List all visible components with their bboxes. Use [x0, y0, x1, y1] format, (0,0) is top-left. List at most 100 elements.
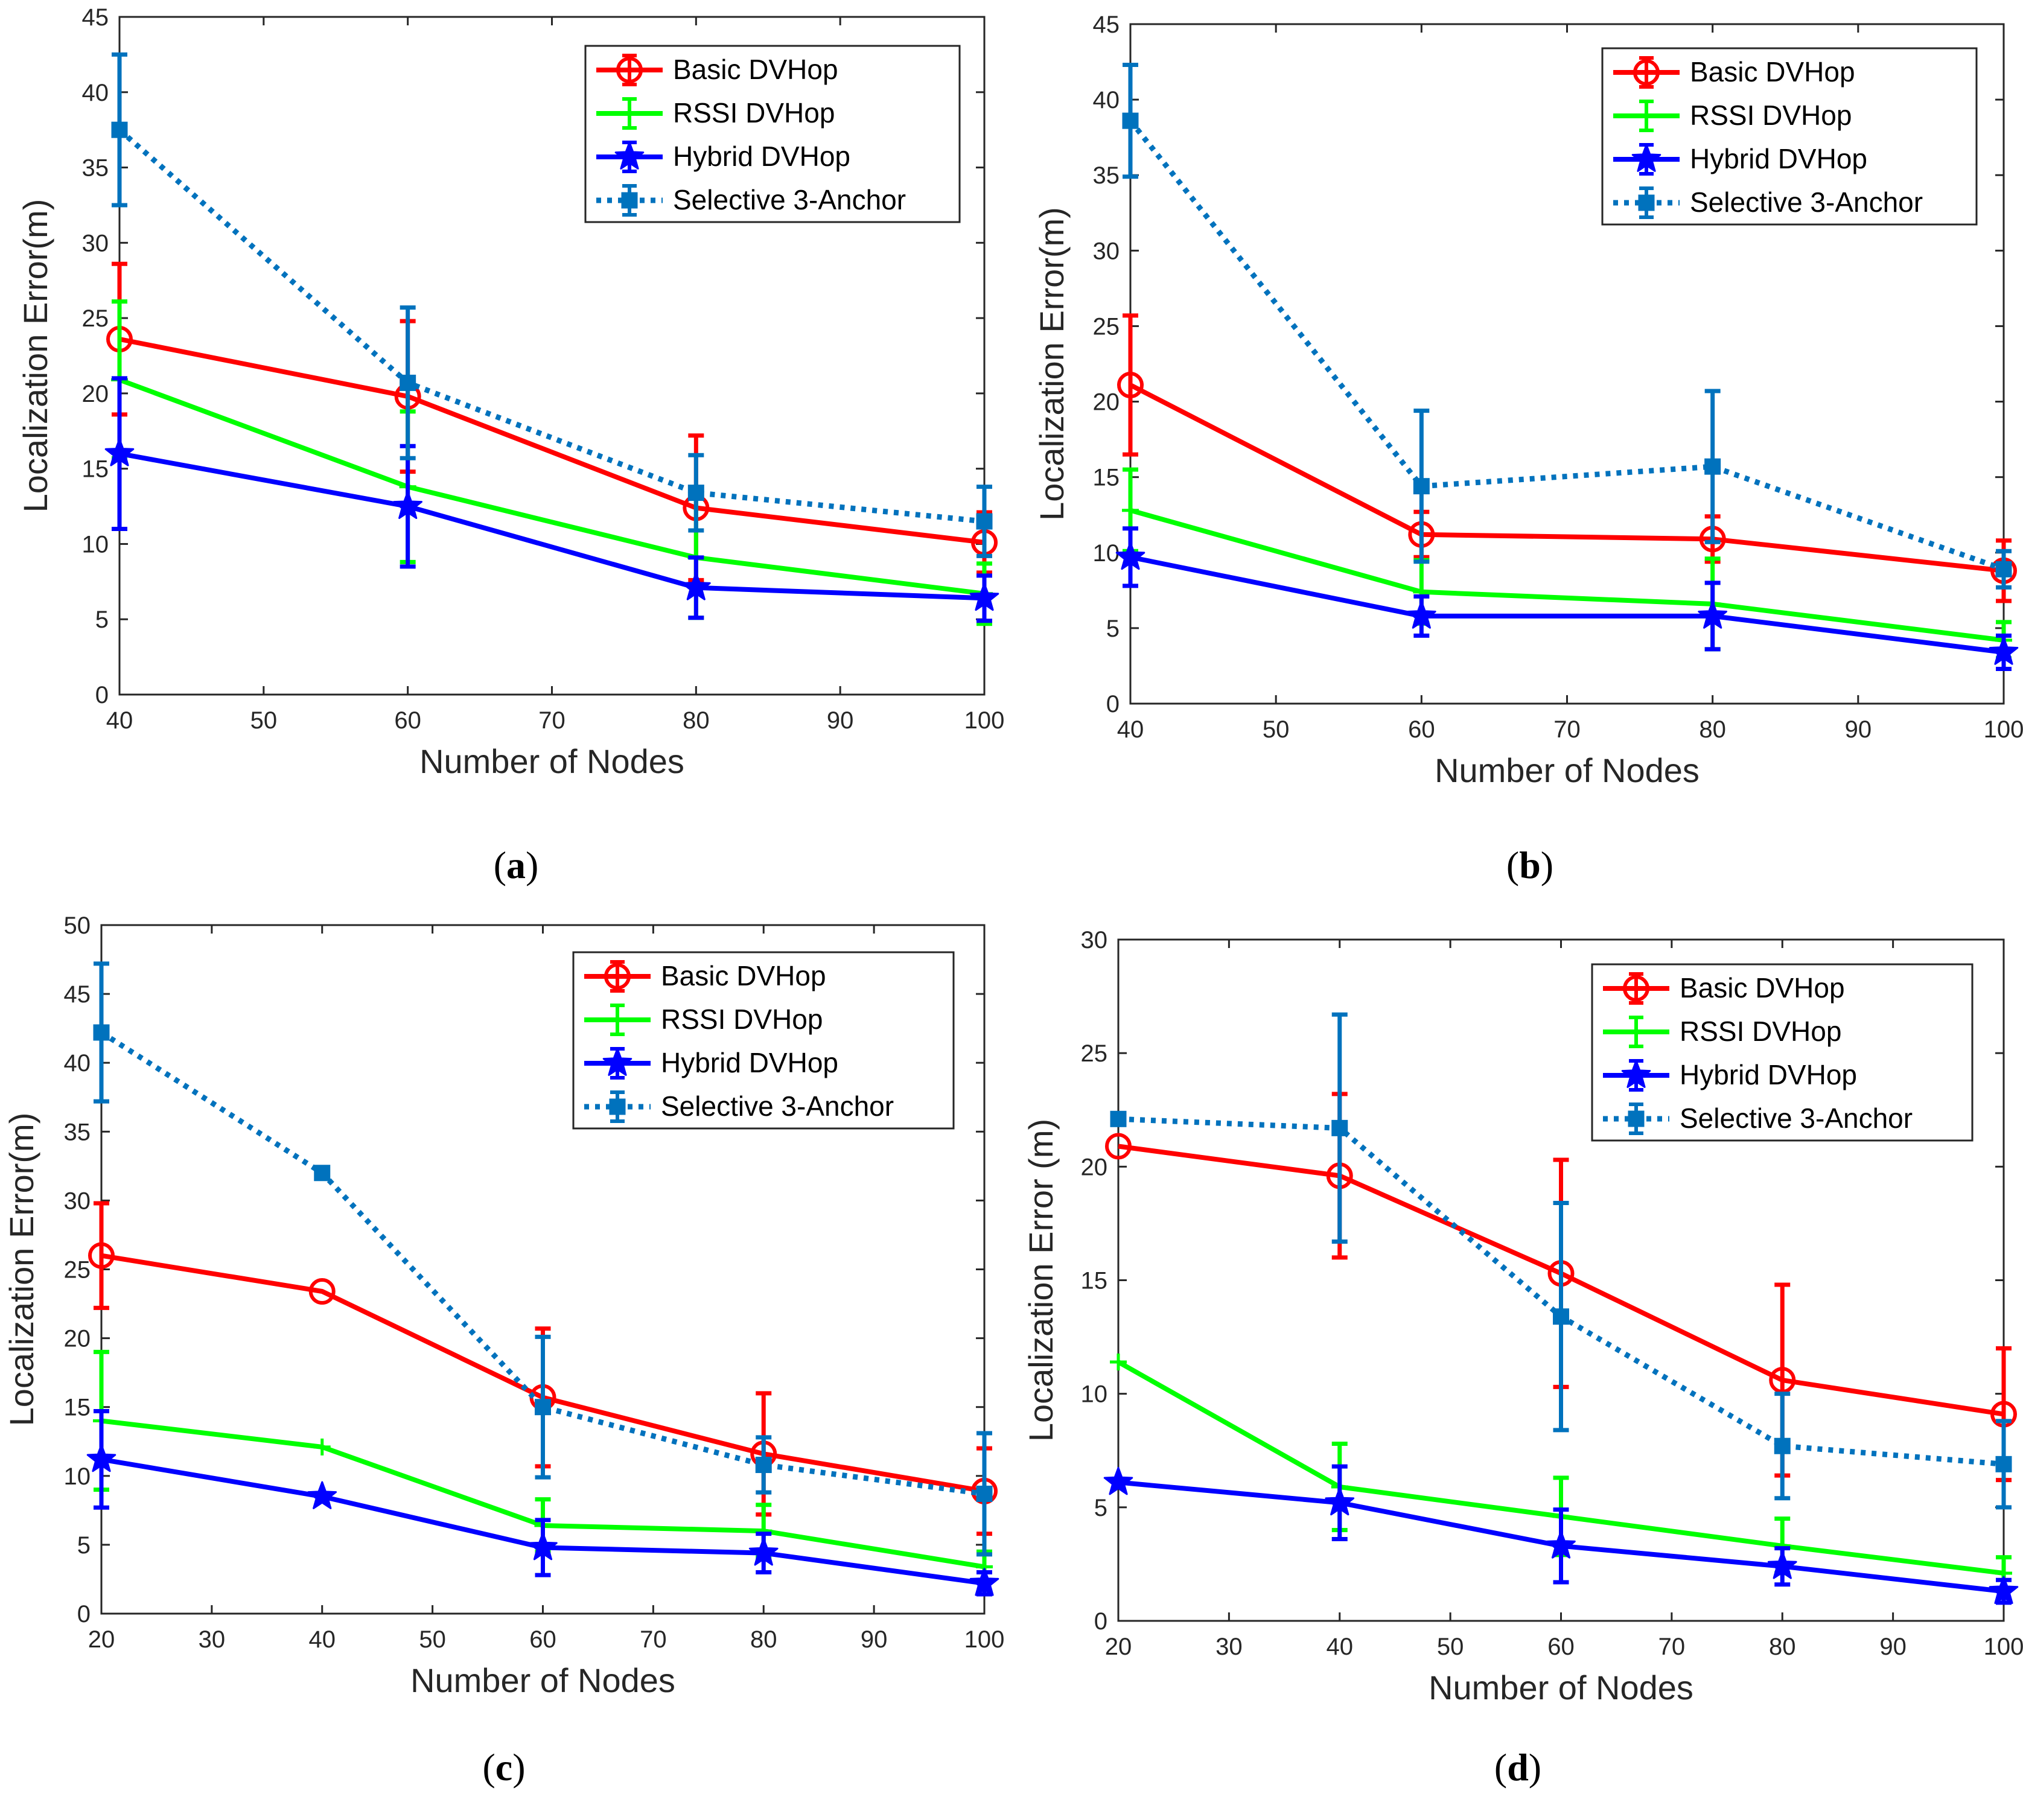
data-point — [1331, 1119, 1348, 1136]
data-point — [1103, 1466, 1133, 1495]
legend-marker-selective — [621, 192, 638, 209]
data-point — [1553, 1308, 1569, 1325]
y-axis-label: Localization Error(m) — [1033, 207, 1071, 521]
legend-label-basic: Basic DVHop — [1680, 972, 1845, 1004]
y-axis-label: Localization Error(m) — [2, 1113, 40, 1427]
x-tick-label: 70 — [1553, 716, 1581, 743]
x-axis-label: Number of Nodes — [1435, 751, 1700, 789]
data-point — [86, 1443, 116, 1472]
legend-label-rssi: RSSI DVHop — [661, 1004, 823, 1035]
x-tick-label: 50 — [419, 1626, 446, 1653]
x-tick-label: 90 — [827, 707, 854, 734]
x-tick-label: 20 — [1105, 1634, 1132, 1660]
data-point — [1989, 637, 2019, 665]
data-point — [535, 1399, 551, 1416]
data-point — [528, 1532, 558, 1561]
y-tick-label: 15 — [1093, 465, 1120, 491]
x-tick-label: 40 — [106, 707, 133, 734]
legend-marker-hybrid — [1631, 144, 1661, 172]
y-tick-label: 45 — [1093, 11, 1120, 38]
y-tick-label: 30 — [1093, 238, 1120, 264]
data-point — [976, 513, 993, 530]
plot-area-b: 40 50 60 70 80 90 100 0 5 10 15 20 25 30 35 40 45 Number … — [1033, 11, 2023, 789]
x-tick-label: 100 — [1984, 1634, 2023, 1660]
data-point — [1325, 1487, 1355, 1516]
y-tick-label: 30 — [64, 1188, 91, 1214]
chart-panel-d: 20 30 40 50 60 70 80 90 100 0 5 10 15 20 25 30 Number of… — [1022, 927, 2023, 1789]
legend-marker-selective — [609, 1098, 626, 1115]
x-tick-label: 80 — [683, 707, 710, 734]
y-tick-label: 15 — [64, 1395, 91, 1421]
data-point — [1407, 600, 1436, 629]
x-tick-label: 100 — [1984, 716, 2023, 743]
data-point — [308, 1278, 336, 1305]
legend-label-rssi: RSSI DVHop — [673, 97, 835, 129]
legend-label-basic: Basic DVHop — [673, 54, 838, 85]
y-tick-label: 25 — [82, 305, 109, 332]
x-tick-label: 60 — [1547, 1634, 1575, 1660]
data-point — [1105, 1133, 1132, 1160]
legend-box — [572, 951, 955, 1130]
x-tick-label: 30 — [199, 1626, 226, 1653]
x-tick-label: 60 — [1408, 716, 1435, 743]
x-tick-label: 50 — [250, 707, 278, 734]
x-axis-label: Number of Nodes — [410, 1661, 675, 1699]
legend-marker-hybrid — [1621, 1060, 1651, 1088]
plot-area-a: 40 50 60 70 80 90 100 0 5 10 15 20 25 30 35 40 45 Number … — [16, 4, 1004, 780]
data-point — [314, 1165, 331, 1182]
y-tick-label: 5 — [1106, 616, 1120, 642]
data-point — [1995, 561, 2012, 578]
y-tick-label: 50 — [64, 912, 91, 939]
y-tick-label: 45 — [82, 4, 109, 31]
legend-box — [1601, 47, 1978, 226]
y-tick-label: 35 — [82, 155, 109, 182]
plot-area-d: 20 30 40 50 60 70 80 90 100 0 5 10 15 20 25 30 Number of… — [1022, 927, 2023, 1707]
legend-box — [1591, 963, 1974, 1142]
y-tick-label: 5 — [1094, 1495, 1107, 1521]
data-point — [307, 1481, 337, 1509]
legend-label-basic: Basic DVHop — [1690, 56, 1855, 88]
legend: Basic DVHop RSSI DVHop Hybrid DVHop Selecti… — [1601, 47, 1978, 226]
data-point — [93, 1024, 110, 1041]
x-tick-label: 50 — [1263, 716, 1290, 743]
x-tick-label: 90 — [1845, 716, 1872, 743]
series-hybrid — [1115, 526, 2019, 671]
series-line — [119, 337, 985, 545]
y-axis-label: Localization Error(m) — [16, 199, 54, 513]
x-tick-label: 80 — [750, 1626, 777, 1653]
x-tick-label: 40 — [309, 1626, 336, 1653]
x-tick-label: 80 — [1699, 716, 1726, 743]
x-tick-label: 90 — [1879, 1634, 1907, 1660]
data-point — [969, 582, 999, 611]
series-hybrid — [1103, 1464, 2019, 1605]
y-tick-label: 15 — [82, 456, 109, 483]
legend-label-hybrid: Hybrid DVHop — [661, 1047, 838, 1078]
data-point — [104, 438, 135, 466]
series-line — [1129, 383, 2004, 573]
legend-label-basic: Basic DVHop — [661, 960, 826, 991]
series-hybrid — [104, 376, 999, 623]
y-tick-label: 25 — [1093, 313, 1120, 340]
x-tick-label: 90 — [861, 1626, 888, 1653]
x-tick-label: 70 — [538, 707, 565, 734]
legend-label-selective: Selective 3-Anchor — [1690, 186, 1923, 218]
data-point — [1995, 1456, 2012, 1472]
data-point — [687, 485, 704, 501]
y-tick-label: 10 — [64, 1463, 91, 1490]
chart-panel-c: 20 30 40 50 60 70 80 90 100 0 5 10 15 20 25 30 35 40 45 50 N… — [2, 912, 1004, 1789]
x-tick-label: 100 — [964, 707, 1005, 734]
legend-label-hybrid: Hybrid DVHop — [1690, 143, 1867, 174]
x-tick-label: 70 — [640, 1626, 667, 1653]
data-point — [1117, 372, 1144, 399]
y-tick-label: 20 — [82, 381, 109, 407]
data-point — [1122, 501, 1139, 519]
data-point — [313, 1438, 331, 1456]
y-tick-label: 30 — [82, 230, 109, 256]
x-tick-label: 40 — [1327, 1634, 1354, 1660]
legend-marker-selective — [1628, 1110, 1645, 1127]
data-point — [400, 374, 416, 391]
data-point — [1115, 541, 1145, 570]
x-tick-label: 60 — [394, 707, 421, 734]
legend-label-selective: Selective 3-Anchor — [1680, 1102, 1913, 1134]
